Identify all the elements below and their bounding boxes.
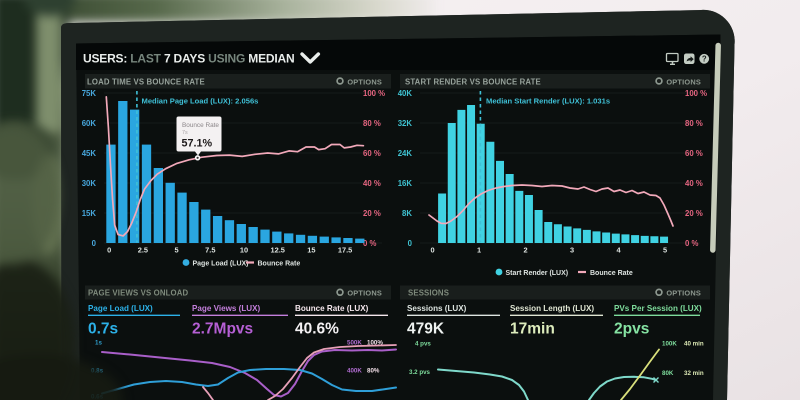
svg-text:40 %: 40 % bbox=[685, 179, 703, 188]
svg-text:20 %: 20 % bbox=[363, 209, 381, 218]
svg-text:0: 0 bbox=[107, 246, 111, 255]
svg-text:15K: 15K bbox=[82, 209, 97, 218]
svg-text:OPTIONS: OPTIONS bbox=[347, 289, 382, 298]
svg-text:0: 0 bbox=[92, 239, 97, 248]
svg-text:32K: 32K bbox=[398, 119, 413, 128]
svg-text:0.7s: 0.7s bbox=[88, 321, 118, 338]
svg-text:60K: 60K bbox=[82, 119, 97, 128]
svg-text:0 %: 0 % bbox=[363, 239, 377, 248]
svg-text:17min: 17min bbox=[510, 321, 555, 338]
svg-text:LOAD TIME VS BOUNCE RATE: LOAD TIME VS BOUNCE RATE bbox=[87, 78, 205, 87]
svg-text:80 %: 80 % bbox=[363, 119, 381, 128]
svg-text:7.5: 7.5 bbox=[205, 246, 215, 255]
svg-text:Median Start Render (LUX): 1.0: Median Start Render (LUX): 1.031s bbox=[486, 97, 610, 106]
svg-text:3.2 pvs: 3.2 pvs bbox=[409, 369, 431, 376]
svg-text:479K: 479K bbox=[407, 321, 445, 338]
svg-text:100K: 100K bbox=[662, 341, 677, 348]
svg-text:Sessions (LUX): Sessions (LUX) bbox=[407, 304, 467, 313]
svg-text:4 pvs: 4 pvs bbox=[415, 341, 431, 348]
svg-text:USERS: LAST 7 DAYS USING MEDIA: USERS: LAST 7 DAYS USING MEDIAN bbox=[83, 52, 294, 66]
svg-text:Page Load (LUX): Page Load (LUX) bbox=[88, 304, 153, 313]
svg-text:0 %: 0 % bbox=[685, 239, 699, 248]
svg-text:7s: 7s bbox=[182, 130, 188, 136]
svg-text:Page Views (LUX): Page Views (LUX) bbox=[192, 304, 261, 313]
svg-text:?: ? bbox=[702, 55, 707, 64]
svg-text:5: 5 bbox=[175, 246, 179, 255]
svg-text:60 %: 60 % bbox=[363, 149, 381, 158]
svg-text:40K: 40K bbox=[398, 89, 413, 98]
svg-text:1: 1 bbox=[477, 246, 481, 255]
svg-text:45K: 45K bbox=[82, 149, 97, 158]
svg-text:Bounce Rate: Bounce Rate bbox=[590, 270, 633, 277]
svg-text:2.5: 2.5 bbox=[138, 246, 148, 255]
svg-text:80 %: 80 % bbox=[685, 119, 703, 128]
svg-text:100 %: 100 % bbox=[685, 89, 707, 98]
svg-text:60 %: 60 % bbox=[685, 149, 703, 158]
svg-text:17.5: 17.5 bbox=[338, 246, 352, 255]
svg-text:Session Length (LUX): Session Length (LUX) bbox=[510, 304, 594, 313]
svg-text:SESSIONS: SESSIONS bbox=[408, 289, 449, 298]
svg-text:OPTIONS: OPTIONS bbox=[347, 78, 382, 87]
svg-text:500K: 500K bbox=[347, 340, 362, 347]
svg-text:2: 2 bbox=[523, 246, 527, 255]
svg-text:2pvs: 2pvs bbox=[614, 321, 649, 338]
svg-text:40 %: 40 % bbox=[363, 179, 381, 188]
svg-text:Bounce Rate: Bounce Rate bbox=[182, 122, 219, 129]
svg-text:OPTIONS: OPTIONS bbox=[666, 289, 701, 298]
svg-text:8K: 8K bbox=[402, 209, 412, 218]
svg-text:5: 5 bbox=[663, 246, 667, 255]
svg-text:Page Load (LUX): Page Load (LUX) bbox=[193, 261, 249, 268]
svg-text:20 %: 20 % bbox=[685, 209, 703, 218]
svg-text:1s: 1s bbox=[95, 340, 102, 347]
svg-text:40 min: 40 min bbox=[684, 341, 704, 348]
svg-text:40.6%: 40.6% bbox=[295, 321, 339, 338]
svg-text:10: 10 bbox=[240, 246, 248, 255]
svg-text:Median Page Load (LUX): 2.056s: Median Page Load (LUX): 2.056s bbox=[142, 97, 259, 106]
svg-text:30K: 30K bbox=[82, 179, 97, 188]
svg-text:80K: 80K bbox=[662, 370, 674, 377]
svg-text:PVs Per Session (LUX): PVs Per Session (LUX) bbox=[614, 304, 702, 313]
svg-text:15: 15 bbox=[307, 246, 315, 255]
svg-text:12.5: 12.5 bbox=[271, 246, 285, 255]
svg-text:32 min: 32 min bbox=[684, 370, 704, 377]
svg-text:Bounce Rate (LUX): Bounce Rate (LUX) bbox=[295, 304, 369, 313]
svg-text:Bounce Rate: Bounce Rate bbox=[258, 261, 301, 268]
svg-text:80%: 80% bbox=[367, 368, 380, 375]
svg-text:57.1%: 57.1% bbox=[182, 138, 213, 150]
svg-text:24K: 24K bbox=[398, 149, 413, 158]
svg-text:0: 0 bbox=[408, 239, 413, 248]
svg-text:100 %: 100 % bbox=[363, 89, 385, 98]
svg-text:PAGE VIEWS VS ONLOAD: PAGE VIEWS VS ONLOAD bbox=[88, 289, 189, 298]
svg-text:3: 3 bbox=[570, 246, 574, 255]
svg-text:2.7Mpvs: 2.7Mpvs bbox=[192, 321, 253, 338]
svg-text:16K: 16K bbox=[398, 179, 413, 188]
svg-text:0: 0 bbox=[430, 246, 434, 255]
svg-text:START RENDER VS BOUNCE RATE: START RENDER VS BOUNCE RATE bbox=[405, 78, 541, 87]
svg-text:4: 4 bbox=[616, 246, 621, 255]
svg-text:OPTIONS: OPTIONS bbox=[666, 78, 701, 87]
svg-text:100%: 100% bbox=[367, 340, 383, 347]
svg-text:75K: 75K bbox=[82, 89, 97, 98]
svg-text:400K: 400K bbox=[347, 368, 362, 375]
svg-text:Start Render (LUX): Start Render (LUX) bbox=[506, 270, 569, 277]
